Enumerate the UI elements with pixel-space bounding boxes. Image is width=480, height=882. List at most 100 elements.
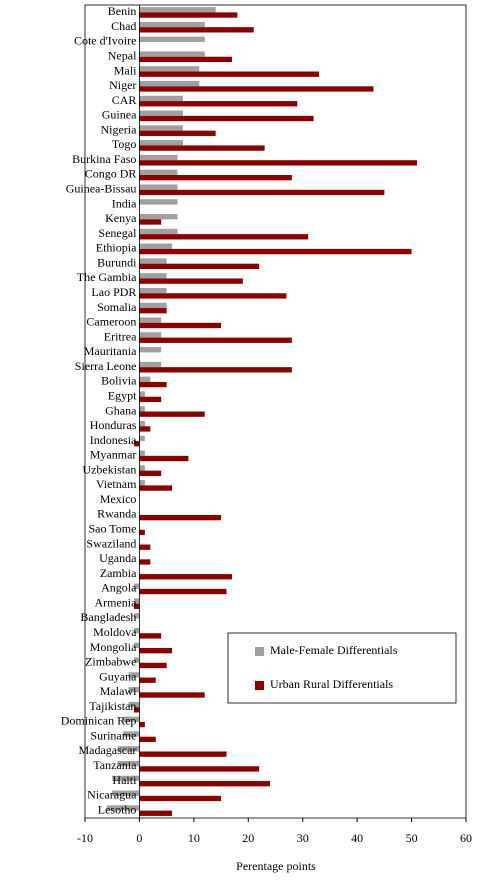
y-tick-label: Lao PDR	[91, 285, 136, 299]
y-tick-label: Moldova	[93, 625, 137, 639]
y-tick-label: Eritrea	[104, 329, 137, 343]
y-tick-label: CAR	[112, 93, 137, 107]
bar	[123, 731, 140, 737]
bar	[133, 603, 140, 609]
bar	[139, 71, 320, 77]
bar	[139, 317, 162, 323]
bar	[139, 529, 145, 536]
y-tick-label: Burundi	[97, 255, 137, 269]
x-axis-label: Perentage points	[236, 859, 316, 873]
bar	[112, 775, 140, 782]
bar	[139, 243, 173, 249]
bar	[139, 455, 189, 462]
bar	[139, 450, 145, 456]
bar	[139, 80, 200, 87]
bar	[139, 544, 151, 550]
bar	[139, 160, 418, 166]
x-tick-label: 20	[242, 831, 254, 845]
y-tick-label: Suriname	[90, 728, 136, 742]
y-tick-label: Niger	[109, 78, 136, 92]
y-tick-label: Sierra Leone	[75, 359, 137, 373]
bar	[139, 293, 287, 299]
bar	[139, 302, 167, 309]
bar	[133, 627, 140, 634]
y-tick-label: The Gambia	[77, 270, 137, 284]
bar	[139, 278, 243, 284]
y-tick-label: Lesotho	[98, 802, 137, 816]
y-tick-label: Malawi	[100, 684, 137, 698]
y-tick-label: Togo	[112, 137, 137, 151]
y-tick-label: Mexico	[100, 492, 137, 506]
y-tick-label: Ethiopia	[96, 241, 137, 255]
legend-swatch	[255, 681, 264, 690]
y-tick-label: Nicaragua	[87, 788, 137, 802]
bar	[139, 115, 314, 122]
y-tick-label: Bangladesh	[80, 610, 136, 624]
bar	[139, 347, 162, 353]
bar	[139, 154, 178, 161]
bar	[106, 805, 140, 811]
bar	[139, 465, 145, 471]
y-tick-label: Guinea-Bissau	[66, 182, 137, 196]
y-tick-label: Zambia	[100, 566, 137, 580]
x-tick-label: 40	[351, 831, 363, 845]
bar	[133, 441, 140, 447]
y-tick-label: Mongolia	[90, 640, 137, 654]
y-tick-label: Rwanda	[97, 507, 137, 521]
plot-frame	[84, 4, 467, 819]
bar	[139, 110, 183, 116]
y-tick-label: Cameroon	[86, 315, 136, 329]
bar	[139, 662, 167, 669]
y-tick-label: Uganda	[99, 551, 137, 565]
bar	[139, 287, 167, 294]
bar	[139, 337, 292, 343]
bar	[139, 376, 151, 382]
bar	[117, 760, 140, 767]
bar	[139, 234, 309, 240]
bar	[139, 391, 145, 397]
bar	[123, 716, 140, 722]
bar	[139, 36, 205, 42]
bar	[139, 56, 232, 63]
bar	[139, 361, 162, 368]
bar	[139, 199, 178, 205]
bar	[133, 642, 140, 649]
bar	[133, 583, 140, 589]
y-tick-label: Congo DR	[85, 167, 137, 181]
bar	[133, 598, 140, 604]
bar	[139, 514, 222, 521]
bar	[139, 189, 385, 196]
legend-label: Male-Female Differentials	[270, 643, 398, 657]
y-tick-label: Ghana	[105, 403, 137, 417]
bar	[139, 721, 145, 728]
y-tick-label: Angola	[101, 581, 137, 595]
y-tick-label: Egypt	[108, 388, 137, 402]
bar	[139, 95, 183, 102]
y-tick-label: Somalia	[97, 300, 137, 314]
bar	[139, 125, 183, 131]
bar	[139, 248, 412, 255]
bar	[139, 101, 298, 107]
bar	[139, 574, 232, 580]
bar	[139, 7, 216, 13]
y-tick-label: Madagascar	[78, 743, 136, 757]
bar	[139, 27, 254, 33]
bar	[139, 420, 145, 427]
bar	[139, 648, 173, 654]
x-tick-label: 10	[188, 831, 200, 845]
y-tick-label: Honduras	[90, 418, 137, 432]
bar	[139, 766, 260, 772]
bar	[139, 406, 145, 412]
bar	[133, 613, 140, 619]
bar	[139, 810, 173, 816]
bar	[139, 485, 173, 491]
bar	[139, 736, 156, 743]
y-tick-label: Bolivia	[101, 374, 137, 388]
x-tick-label: 60	[460, 831, 472, 845]
bar	[139, 214, 178, 220]
bar	[139, 633, 162, 639]
bar	[139, 396, 162, 403]
y-tick-label: Nepal	[108, 48, 137, 62]
y-tick-label: Myanmar	[90, 448, 137, 462]
bar	[139, 795, 222, 802]
